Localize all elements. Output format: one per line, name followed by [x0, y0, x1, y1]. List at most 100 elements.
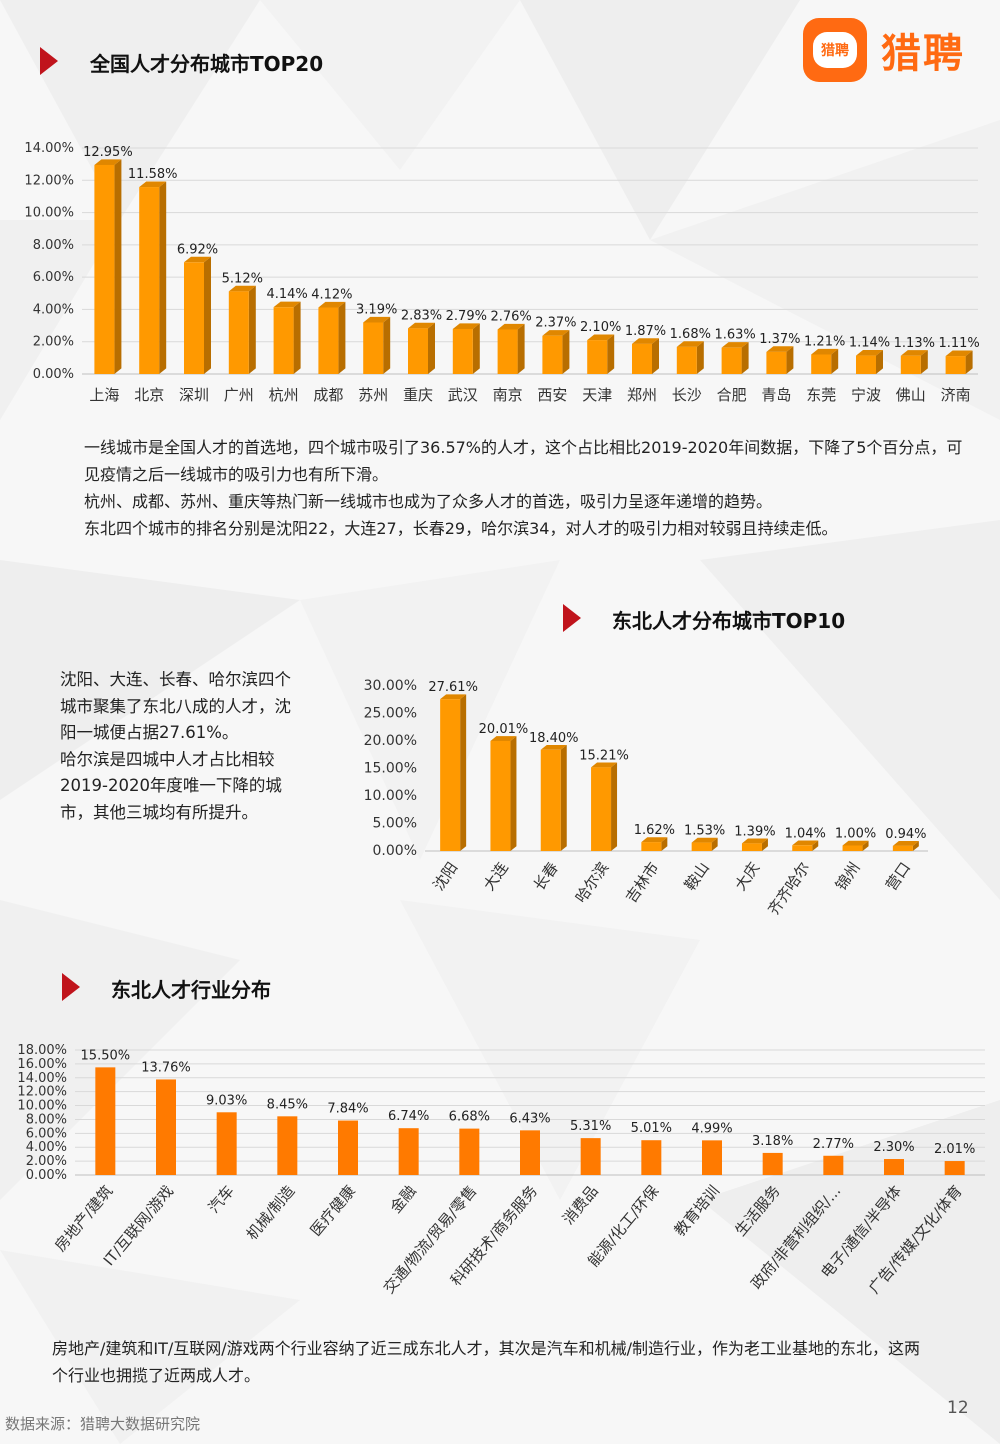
bar-top: [94, 159, 122, 165]
bar-top: [452, 323, 480, 329]
bar-value-label: 1.13%: [894, 336, 935, 351]
category-label: 合肥: [717, 386, 747, 404]
y-tick-label: 14.00%: [17, 1071, 67, 1086]
bar-value-label: 1.87%: [625, 324, 666, 339]
bar: [945, 356, 966, 374]
y-tick-label: 16.00%: [17, 1057, 67, 1072]
category-label: 西安: [537, 386, 567, 404]
category-label: 宁波: [851, 386, 881, 404]
bar-side: [562, 330, 570, 374]
y-tick-label: 8.00%: [33, 238, 74, 253]
bar-side: [786, 346, 794, 374]
bar: [216, 1112, 237, 1175]
bar: [944, 1161, 965, 1175]
bar: [139, 187, 160, 374]
category-label: 深圳: [179, 386, 209, 404]
brand-logo: 猎聘 猎聘: [803, 18, 965, 82]
bar-top: [497, 323, 525, 330]
category-label: 长春: [530, 859, 562, 894]
bar-top: [766, 346, 794, 352]
section-marker-icon: [62, 973, 80, 1001]
category-label: 济南: [941, 386, 971, 404]
bar-value-label: 4.12%: [311, 287, 352, 302]
y-tick-label: 18.00%: [17, 1043, 67, 1058]
top20-city-chart: 0.00% 2.00% 4.00% 6.00% 8.00% 10.00% 12.00% 14.…: [24, 141, 979, 404]
bar-top: [139, 181, 167, 188]
bar-side: [761, 838, 768, 851]
category-label: 重庆: [403, 386, 433, 404]
bar: [766, 351, 787, 374]
bar: [156, 1079, 176, 1175]
bar: [95, 1067, 116, 1175]
bar-value-label: 8.45%: [267, 1097, 308, 1112]
y-tick-label: 10.00%: [24, 206, 74, 221]
y-tick-label: 6.00%: [26, 1126, 67, 1141]
y-tick-label: 0.00%: [26, 1168, 67, 1183]
bar-side: [652, 338, 659, 374]
y-tick-label: 5.00%: [373, 816, 417, 832]
category-label: 生活服务: [731, 1182, 783, 1240]
bar-top: [741, 838, 768, 844]
bar: [892, 845, 913, 851]
bar: [398, 1128, 419, 1175]
bar-top: [273, 301, 301, 308]
logo-icon: 猎聘: [803, 18, 867, 82]
bar-side: [965, 350, 973, 374]
y-tick-label: 4.00%: [26, 1140, 67, 1155]
bar: [228, 291, 249, 374]
bar-value-label: 12.95%: [83, 145, 133, 160]
bar-value-label: 2.37%: [535, 316, 576, 331]
category-label: 沈阳: [429, 859, 461, 894]
industry-analysis: 房地产/建筑和IT/互联网/游戏两个行业容纳了近三成东北人才，其次是汽车和机械/…: [52, 1339, 921, 1385]
bar-value-label: 6.92%: [177, 242, 218, 257]
bar: [702, 1140, 722, 1175]
bar-value-label: 1.68%: [670, 327, 711, 342]
bar-side: [248, 285, 256, 374]
bar: [452, 328, 473, 374]
bar: [542, 335, 563, 374]
bar-value-label: 1.39%: [734, 824, 775, 839]
bar: [540, 749, 561, 851]
bar-value-label: 2.76%: [490, 309, 531, 324]
bar-value-label: 5.12%: [222, 271, 263, 286]
y-tick-label: 12.00%: [24, 173, 74, 188]
category-label: 东莞: [806, 386, 836, 404]
bar-value-label: 6.74%: [388, 1109, 429, 1124]
bar-side: [560, 745, 567, 851]
y-tick-label: 30.00%: [364, 678, 417, 694]
bar-side: [831, 348, 839, 374]
bar-value-label: 1.53%: [684, 824, 725, 839]
bar-value-label: 1.21%: [804, 334, 845, 349]
bar-top: [540, 745, 567, 750]
bar-value-label: 15.50%: [81, 1048, 131, 1063]
bar-value-label: 15.21%: [579, 748, 629, 763]
bar-side: [876, 349, 883, 374]
bar-top: [228, 285, 256, 292]
y-tick-label: 14.00%: [24, 141, 74, 156]
bar: [721, 347, 742, 374]
bar: [741, 843, 762, 851]
bar-side: [711, 837, 718, 851]
bar-value-label: 5.01%: [631, 1121, 672, 1136]
bar-side: [338, 301, 346, 374]
bar: [580, 1138, 601, 1175]
top20-paragraph: 东北四个城市的排名分别是沈阳22，大连27，长春29，哈尔滨34，对人才的吸引力…: [84, 519, 838, 538]
bar-side: [159, 181, 167, 374]
bar-top: [632, 338, 659, 344]
bar: [691, 842, 712, 851]
bar: [884, 1159, 904, 1175]
category-label: 北京: [134, 386, 164, 404]
top20-analysis: 一线城市是全国人才的首选地，四个城市吸引了36.57%的人才，这个占比相比201…: [84, 434, 964, 542]
bar: [277, 1116, 298, 1175]
bar-side: [293, 301, 301, 374]
bar: [792, 845, 813, 851]
y-tick-label: 2.00%: [33, 335, 74, 350]
bar-top: [676, 341, 704, 347]
bar-side: [611, 762, 618, 851]
bar: [490, 740, 511, 851]
category-label: 成都: [313, 386, 343, 404]
bar-side: [517, 323, 525, 374]
logo-wordmark: 猎聘: [881, 31, 965, 77]
bar-top: [440, 694, 467, 700]
bar-value-label: 2.01%: [934, 1142, 975, 1157]
